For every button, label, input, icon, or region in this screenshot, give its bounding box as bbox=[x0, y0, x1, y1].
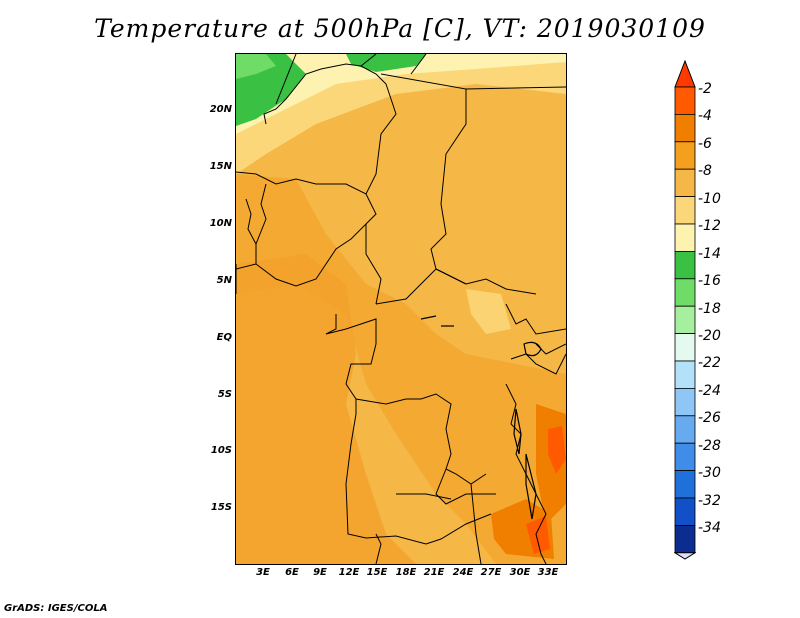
field-warm-region-2 bbox=[236, 174, 566, 564]
lat-label-20n: 20N bbox=[209, 104, 232, 115]
lat-label-eq: EQ bbox=[216, 332, 232, 343]
field-warm-region bbox=[236, 254, 416, 564]
colorbar-segment bbox=[674, 387, 696, 417]
field-coldest-2 bbox=[236, 54, 276, 79]
colorbar-label: -24 bbox=[698, 383, 721, 399]
colorbar-segment bbox=[674, 524, 696, 554]
colorbar-segment bbox=[674, 360, 696, 389]
colorbar-label: -30 bbox=[698, 465, 721, 481]
colorbar-segment bbox=[674, 114, 696, 143]
colorbar-label: -28 bbox=[698, 438, 721, 454]
lon-label-18e: 18E bbox=[395, 567, 417, 578]
credit-text: GrADS: IGES/COLA bbox=[4, 603, 108, 614]
colorbar-label: -10 bbox=[698, 191, 721, 207]
colorbar-segment bbox=[674, 278, 696, 307]
colorbar-label: -22 bbox=[698, 355, 721, 371]
colorbar-label: -4 bbox=[698, 108, 712, 124]
colorbar-label: -16 bbox=[698, 273, 721, 289]
field-hottest bbox=[548, 426, 566, 474]
temperature-map bbox=[235, 53, 567, 565]
colorbar-label: -34 bbox=[698, 520, 721, 536]
colorbar-segment bbox=[674, 250, 696, 280]
map-title: Temperature at 500hPa [C], VT: 201903010… bbox=[94, 14, 706, 43]
lat-label-5s: 5S bbox=[217, 389, 232, 400]
colorbar-under-arrow bbox=[674, 552, 696, 560]
colorbar-segment bbox=[674, 223, 696, 252]
colorbar-segment bbox=[674, 305, 696, 334]
field-cooler-band bbox=[236, 54, 566, 134]
colorbar-label: -32 bbox=[698, 493, 721, 509]
colorbar bbox=[674, 60, 696, 560]
field-coldest-3 bbox=[346, 54, 426, 72]
colorbar-segment bbox=[674, 415, 696, 444]
colorbar-label: -18 bbox=[698, 301, 721, 317]
lon-label-33e: 33E bbox=[537, 567, 559, 578]
country-borders bbox=[236, 54, 566, 564]
lon-label-12e: 12E bbox=[338, 567, 360, 578]
lon-label-30e: 30E bbox=[509, 567, 531, 578]
colorbar-segment bbox=[674, 196, 696, 225]
lon-label-24e: 24E bbox=[452, 567, 474, 578]
lon-label-9e: 9E bbox=[313, 567, 327, 578]
colorbar-segment bbox=[674, 442, 696, 472]
colorbar-segment bbox=[674, 333, 696, 362]
lat-label-15s: 15S bbox=[210, 502, 232, 513]
colorbar-segment bbox=[674, 497, 696, 526]
colorbar-label: -14 bbox=[698, 246, 721, 262]
lon-label-3e: 3E bbox=[256, 567, 270, 578]
colorbar-label: -2 bbox=[698, 81, 712, 97]
colorbar-label: -6 bbox=[698, 136, 712, 152]
field-hottest-2 bbox=[526, 516, 550, 554]
colorbar-segment bbox=[674, 141, 696, 170]
lakes bbox=[420, 315, 542, 520]
lon-label-15e: 15E bbox=[366, 567, 388, 578]
lon-label-27e: 27E bbox=[480, 567, 502, 578]
lat-label-10n: 10N bbox=[209, 218, 232, 229]
colorbar-label: -20 bbox=[698, 328, 721, 344]
field-light-patch bbox=[466, 289, 511, 334]
colorbar-segment bbox=[674, 470, 696, 499]
colorbar-segment bbox=[674, 168, 696, 197]
colorbar-segment bbox=[674, 86, 696, 115]
colorbar-label: -26 bbox=[698, 410, 721, 426]
lon-label-6e: 6E bbox=[285, 567, 299, 578]
colorbar-label: -12 bbox=[698, 218, 721, 234]
colorbar-label: -8 bbox=[698, 163, 712, 179]
lat-label-10s: 10S bbox=[210, 445, 232, 456]
lat-label-5n: 5N bbox=[216, 275, 232, 286]
lat-label-15n: 15N bbox=[209, 161, 232, 172]
colorbar-over-arrow bbox=[674, 60, 696, 88]
lon-label-21e: 21E bbox=[423, 567, 445, 578]
